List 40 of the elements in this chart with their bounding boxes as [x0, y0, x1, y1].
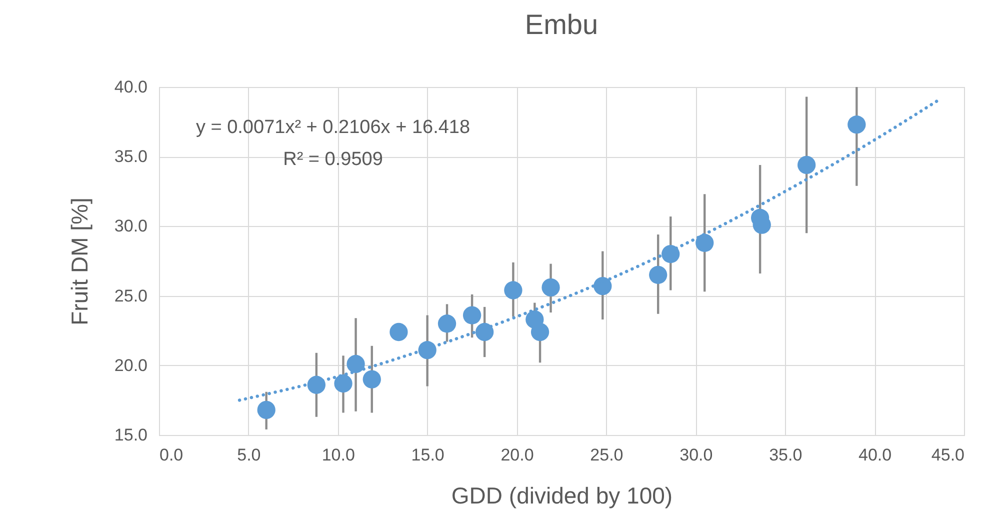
- point: [504, 281, 522, 300]
- x-tick-label: 45.0: [931, 446, 964, 464]
- point: [848, 116, 866, 134]
- point: [390, 322, 408, 342]
- y-tick-label: 20.0: [114, 356, 148, 375]
- y-tick-label: 15.0: [114, 426, 148, 444]
- x-tick-label: 25.0: [590, 446, 624, 464]
- y-axis-title: Fruit DM [%]: [66, 198, 92, 326]
- point: [362, 370, 381, 388]
- x-axis-title: GDD (divided by 100): [451, 482, 673, 508]
- point: [346, 354, 365, 374]
- point: [438, 314, 456, 333]
- point: [307, 376, 326, 394]
- x-tick-label: 5.0: [237, 446, 261, 464]
- point: [530, 322, 550, 342]
- point: [662, 244, 680, 264]
- y-tick-label: 35.0: [114, 147, 148, 166]
- point: [594, 276, 612, 296]
- point: [418, 341, 436, 360]
- y-tick-label: 30.0: [114, 216, 148, 236]
- x-tick-label: 10.0: [322, 446, 355, 464]
- annotation: R² = 0.9509: [283, 149, 383, 170]
- annotation: y = 0.0071x² + 0.2106x + 16.418: [196, 117, 470, 138]
- point: [542, 278, 560, 297]
- x-tick-label: 0.0: [160, 446, 184, 464]
- chart-title: Embu: [524, 9, 598, 40]
- point: [649, 266, 668, 284]
- point: [696, 234, 714, 252]
- point: [334, 374, 352, 393]
- point: [797, 156, 816, 174]
- point: [462, 306, 482, 324]
- x-tick-label: 15.0: [411, 446, 444, 464]
- y-tick-label: 40.0: [114, 78, 148, 96]
- x-tick-label: 30.0: [680, 446, 713, 464]
- x-tick-label: 35.0: [769, 446, 802, 464]
- x-tick-label: 20.0: [500, 446, 534, 464]
- point: [257, 400, 276, 420]
- x-tick-label: 40.0: [858, 446, 892, 464]
- point: [475, 322, 494, 342]
- y-tick-label: 25.0: [114, 286, 148, 306]
